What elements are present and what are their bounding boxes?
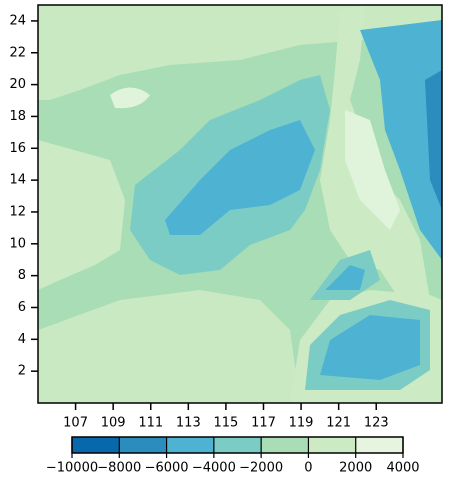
x-tick-label: 115 <box>213 416 238 431</box>
y-tick-label: 18 <box>9 109 26 124</box>
y-tick-label: 14 <box>9 173 26 188</box>
x-tick-label: 107 <box>63 416 88 431</box>
y-tick-label: 20 <box>9 77 26 92</box>
colorbar-tick-label: −10000 <box>46 461 98 475</box>
x-tick-label: 113 <box>176 416 201 431</box>
colorbar-tick-label: −8000 <box>97 461 141 475</box>
colorbar-segment <box>261 437 309 453</box>
colorbar-tick-label: −2000 <box>239 461 283 475</box>
colorbar-tick-label: 0 <box>304 461 312 475</box>
y-tick-label: 12 <box>9 204 26 219</box>
x-tick-label: 109 <box>101 416 126 431</box>
x-tick-label: 117 <box>251 416 276 431</box>
x-tick-label: 111 <box>138 416 163 431</box>
colorbar-segment <box>213 437 262 453</box>
colorbar-segment <box>72 437 120 453</box>
x-tick-label: 121 <box>326 416 351 431</box>
colorbar-tick-label: −6000 <box>145 461 189 475</box>
bathymetry-map <box>38 5 442 403</box>
x-tick-label: 123 <box>364 416 389 431</box>
colorbar-segment <box>166 437 214 453</box>
colorbar-tick-label: 4000 <box>386 461 419 475</box>
y-tick-label: 16 <box>9 141 26 156</box>
map-frame <box>37 4 443 404</box>
colorbar-tick-label: −4000 <box>192 461 236 475</box>
colorbar-segment <box>119 437 167 453</box>
colorbar-segment <box>355 437 403 453</box>
y-tick-label: 10 <box>9 236 26 251</box>
y-tick-label: 22 <box>9 45 26 60</box>
y-tick-label: 8 <box>18 268 26 283</box>
x-tick-label: 119 <box>289 416 314 431</box>
y-tick-label: 4 <box>18 332 26 347</box>
colorbar-segment <box>308 437 356 453</box>
colorbar-tick-label: 2000 <box>339 461 372 475</box>
y-tick-label: 24 <box>9 13 26 28</box>
y-tick-label: 6 <box>18 300 26 315</box>
y-tick-label: 2 <box>18 364 26 379</box>
